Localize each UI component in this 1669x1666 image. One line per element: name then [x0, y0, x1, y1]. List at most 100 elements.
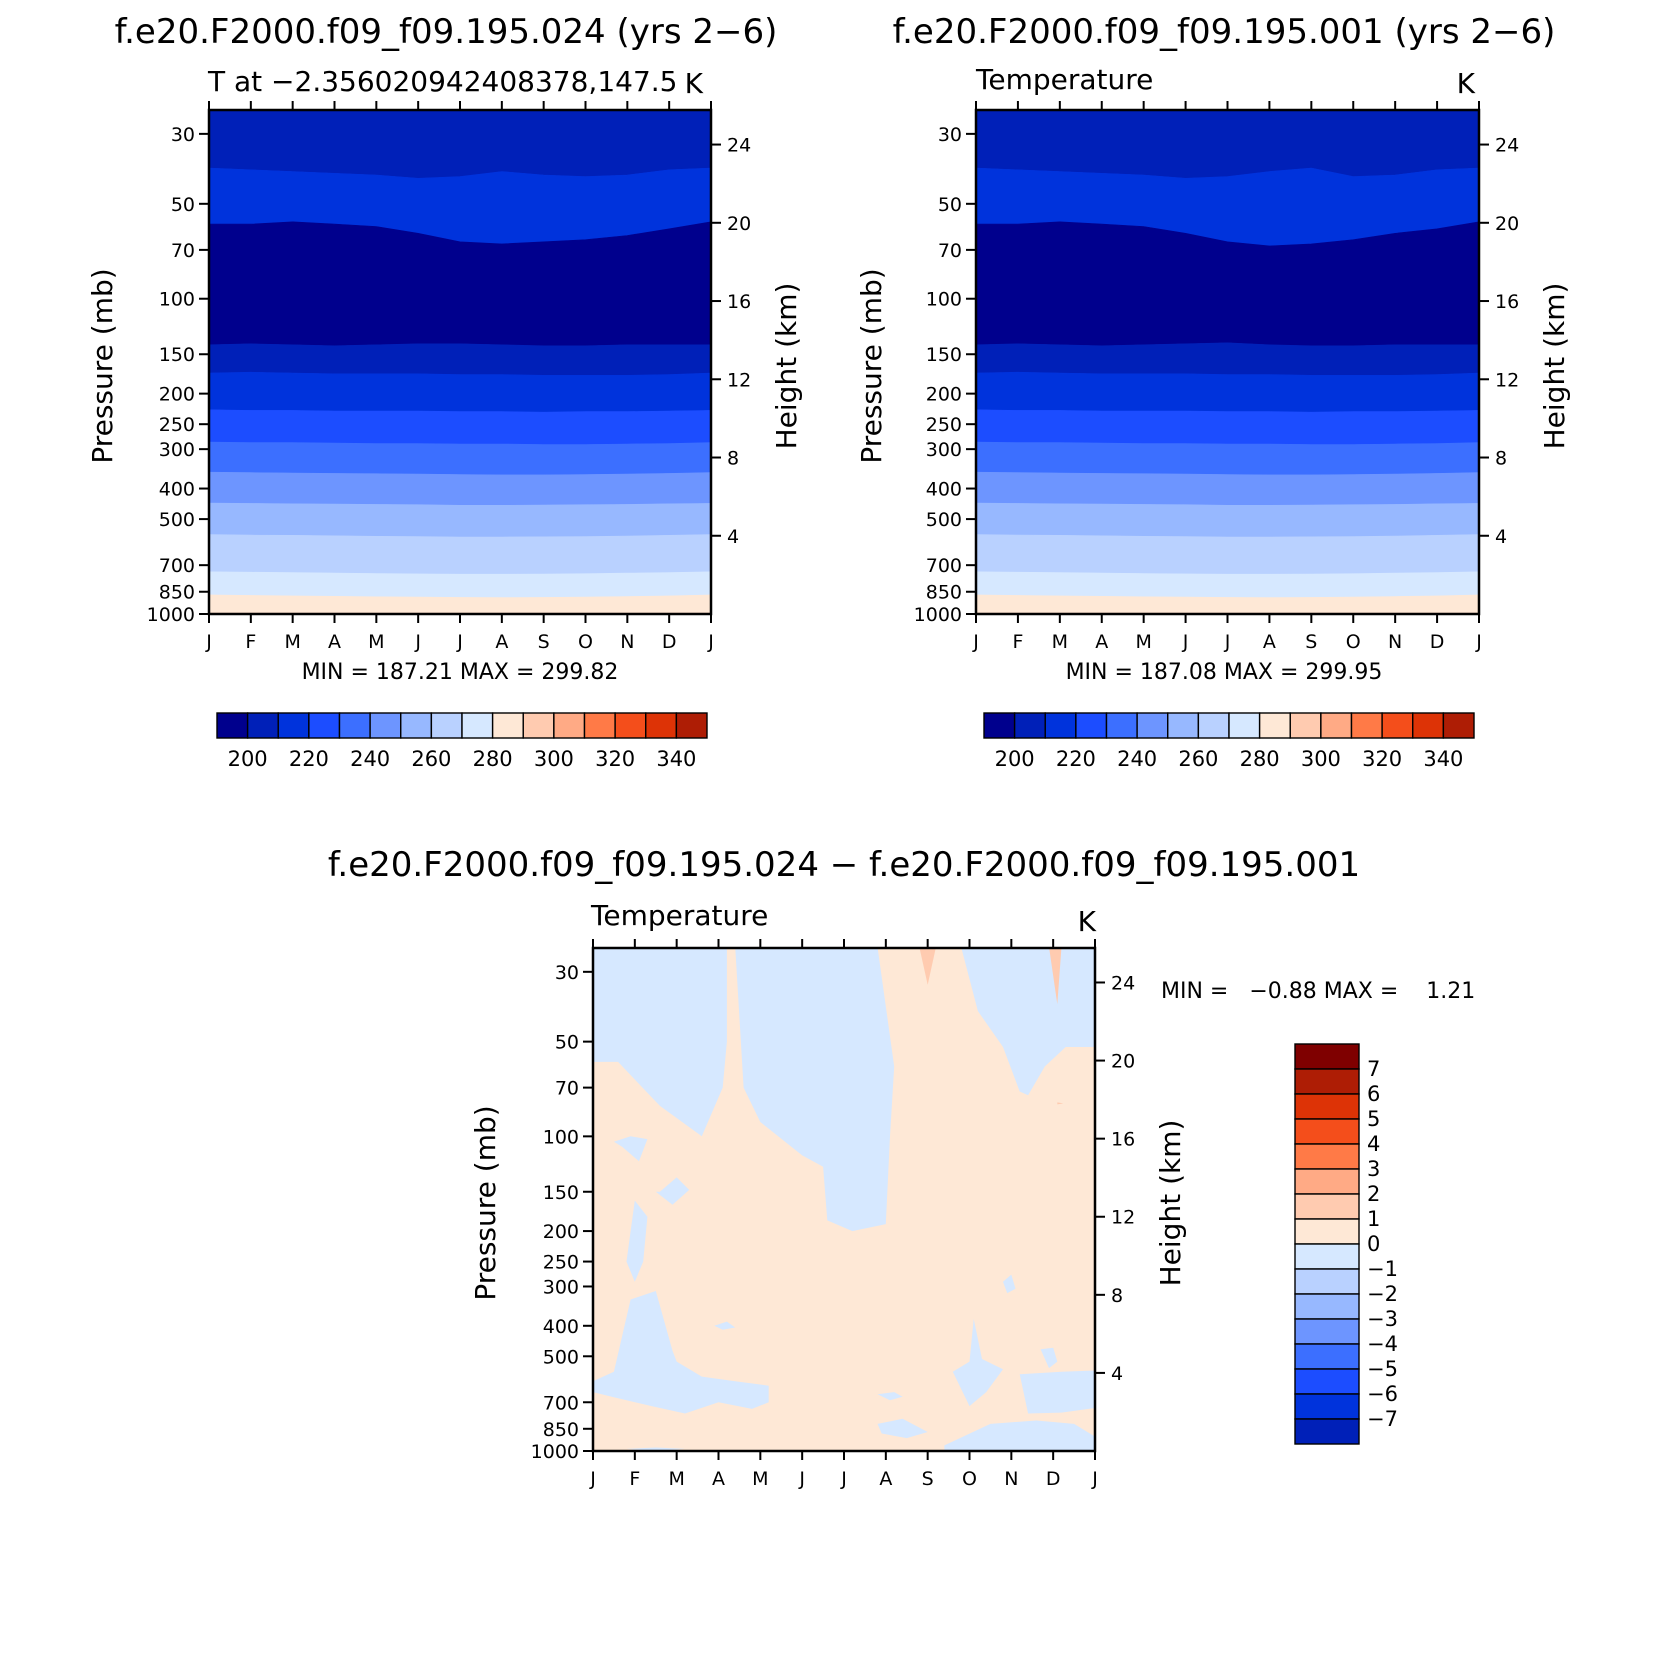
colorbar-swatch [1350, 712, 1383, 739]
colorbar-swatch [1228, 712, 1261, 739]
y-tick-label: 400 [543, 1316, 579, 1338]
y-tick-label: 500 [543, 1346, 579, 1368]
y-tick-label: 50 [555, 1032, 579, 1054]
panel-model-001: f.e20.F2000.f09_f09.195.001 (yrs 2−6) Te… [855, 12, 1571, 771]
contour-region-negative [961, 948, 1095, 1096]
y-tick-label: 200 [926, 384, 962, 406]
y-axis-right-label: Height (km) [1154, 1120, 1187, 1287]
contour-region-negative [877, 1392, 903, 1401]
plot-area [976, 110, 1479, 614]
y-tick-label: 850 [159, 582, 195, 604]
x-tick-label: J [707, 631, 714, 653]
contour-band [209, 441, 711, 476]
x-tick-label: M [284, 631, 300, 653]
x-tick-label: J [205, 631, 212, 653]
panel-units: K [1078, 905, 1097, 938]
colorbar-label: 220 [1056, 747, 1096, 771]
x-tick-label: M [668, 1468, 684, 1490]
contour-region-negative [626, 1447, 685, 1451]
contour-band [209, 571, 711, 598]
y-axis-label: Pressure (mb) [86, 268, 119, 463]
colorbar-swatch [491, 712, 524, 739]
colorbar-swatch [1294, 1043, 1360, 1070]
y-tick-label: 70 [171, 240, 195, 262]
colorbar-label: 280 [1240, 747, 1280, 771]
y-tick-label: 30 [555, 962, 579, 984]
colorbar-label: 220 [289, 747, 329, 771]
contour-band [976, 110, 1479, 179]
y-tick-label: 250 [926, 414, 962, 436]
x-tick-label: A [712, 1468, 725, 1490]
colorbar-swatch [1294, 1218, 1360, 1245]
colorbar-swatch [1167, 712, 1200, 739]
colorbar-label: 280 [473, 747, 513, 771]
minmax-readout: MIN = 187.08 MAX = 299.95 [1066, 660, 1383, 685]
colorbar-swatch [645, 712, 678, 739]
y-tick-label: 100 [926, 289, 962, 311]
contour-region-negative [655, 1177, 690, 1205]
contour-region-positive [1057, 1102, 1064, 1105]
x-tick-label: J [1475, 631, 1482, 653]
colorbar-swatch [1294, 1143, 1360, 1170]
height-tick-label: 12 [727, 369, 751, 391]
x-tick-label: A [495, 631, 508, 653]
colorbar-swatch [1294, 1268, 1360, 1295]
colorbar-swatch [400, 712, 433, 739]
colorbar-label: 0 [1367, 1232, 1380, 1256]
panel-difference: f.e20.F2000.f09_f09.195.024 − f.e20.F200… [328, 845, 1475, 1490]
colorbar-swatch [675, 712, 708, 739]
colorbar-swatch [583, 712, 616, 739]
contour-band [209, 502, 711, 538]
contour-region-negative [593, 948, 727, 1137]
x-tick-label: D [662, 631, 677, 653]
colorbar-swatch [1258, 712, 1291, 739]
height-tick-label: 4 [1111, 1363, 1123, 1385]
contour-band [209, 343, 711, 376]
colorbar-swatch [277, 712, 310, 739]
x-tick-label: J [1224, 631, 1231, 653]
plot-area [209, 110, 711, 614]
colorbar-label: −7 [1367, 1407, 1398, 1431]
contour-region-negative [626, 1200, 648, 1282]
panel-title: f.e20.F2000.f09_f09.195.024 (yrs 2−6) [115, 12, 778, 52]
height-tick-label: 8 [1495, 448, 1507, 470]
contour-band [976, 441, 1479, 476]
x-tick-label: F [245, 631, 256, 653]
colorbar-label: 340 [656, 747, 696, 771]
contour-band [209, 534, 711, 575]
colorbar-label: 5 [1367, 1107, 1380, 1131]
panel-units: K [1457, 67, 1476, 100]
y-tick-label: 30 [171, 124, 195, 146]
colorbar-swatch [614, 712, 647, 739]
colorbar-label: 200 [228, 747, 268, 771]
colorbar-swatch [522, 712, 555, 739]
x-tick-label: S [922, 1468, 934, 1490]
y-tick-label: 850 [543, 1419, 579, 1441]
contour-region-negative [944, 1420, 1095, 1451]
contour-band [976, 594, 1479, 614]
panel-units: K [685, 67, 704, 100]
colorbar-swatch [1294, 1368, 1360, 1395]
x-tick-label: J [1091, 1468, 1098, 1490]
colorbar-label: 4 [1367, 1132, 1380, 1156]
colorbar-swatch [1044, 712, 1077, 739]
contour-region-negative [877, 1418, 928, 1439]
colorbar-swatch [1075, 712, 1108, 739]
colorbar-swatch [308, 712, 341, 739]
contour-region-positive [1049, 948, 1062, 1005]
colorbar-label: 240 [1117, 747, 1157, 771]
colorbar-swatch [1442, 712, 1475, 739]
colorbar-label: 2 [1367, 1182, 1380, 1206]
colorbar-label: 6 [1367, 1082, 1380, 1106]
contour-region-negative [714, 1321, 736, 1330]
x-tick-label: N [620, 631, 634, 653]
x-tick-label: F [1012, 631, 1023, 653]
x-tick-label: S [538, 631, 550, 653]
contour-region-negative [613, 1136, 648, 1162]
y-tick-label: 200 [543, 1221, 579, 1243]
panel-subtitle-left: T at −2.356020942408378,147.5 [207, 65, 678, 98]
colorbar-swatch [1013, 712, 1046, 739]
x-tick-label: O [962, 1468, 977, 1490]
contour-band [976, 534, 1479, 575]
